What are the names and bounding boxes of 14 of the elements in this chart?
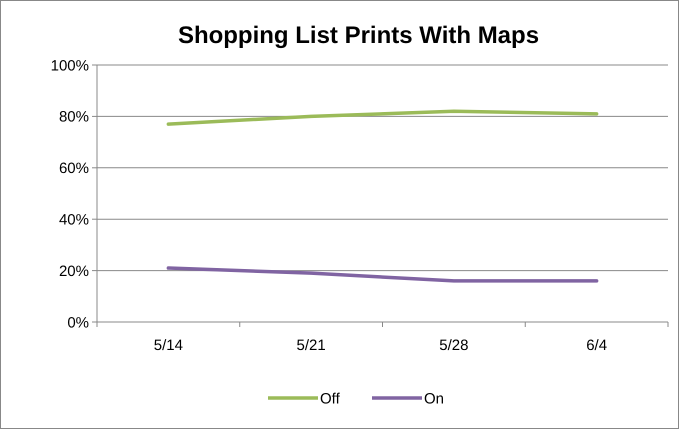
y-tick-label: 80%	[58, 108, 89, 126]
x-tick-label: 5/28	[439, 337, 468, 354]
y-tick-label: 40%	[58, 211, 89, 228]
y-tick-label: 100%	[50, 57, 89, 74]
x-tick-label: 6/4	[586, 337, 608, 354]
line-series	[166, 110, 598, 126]
chart-title: Shopping List Prints With Maps	[178, 22, 540, 49]
y-tick-label: 0%	[67, 314, 89, 332]
legend-label: Off	[320, 390, 341, 408]
x-tick-label: 5/14	[154, 337, 183, 354]
y-tick-label: 20%	[58, 262, 89, 280]
legend-label: On	[424, 390, 444, 408]
x-tick-label: 5/21	[296, 337, 326, 354]
y-tick-label: 60%	[58, 160, 89, 178]
